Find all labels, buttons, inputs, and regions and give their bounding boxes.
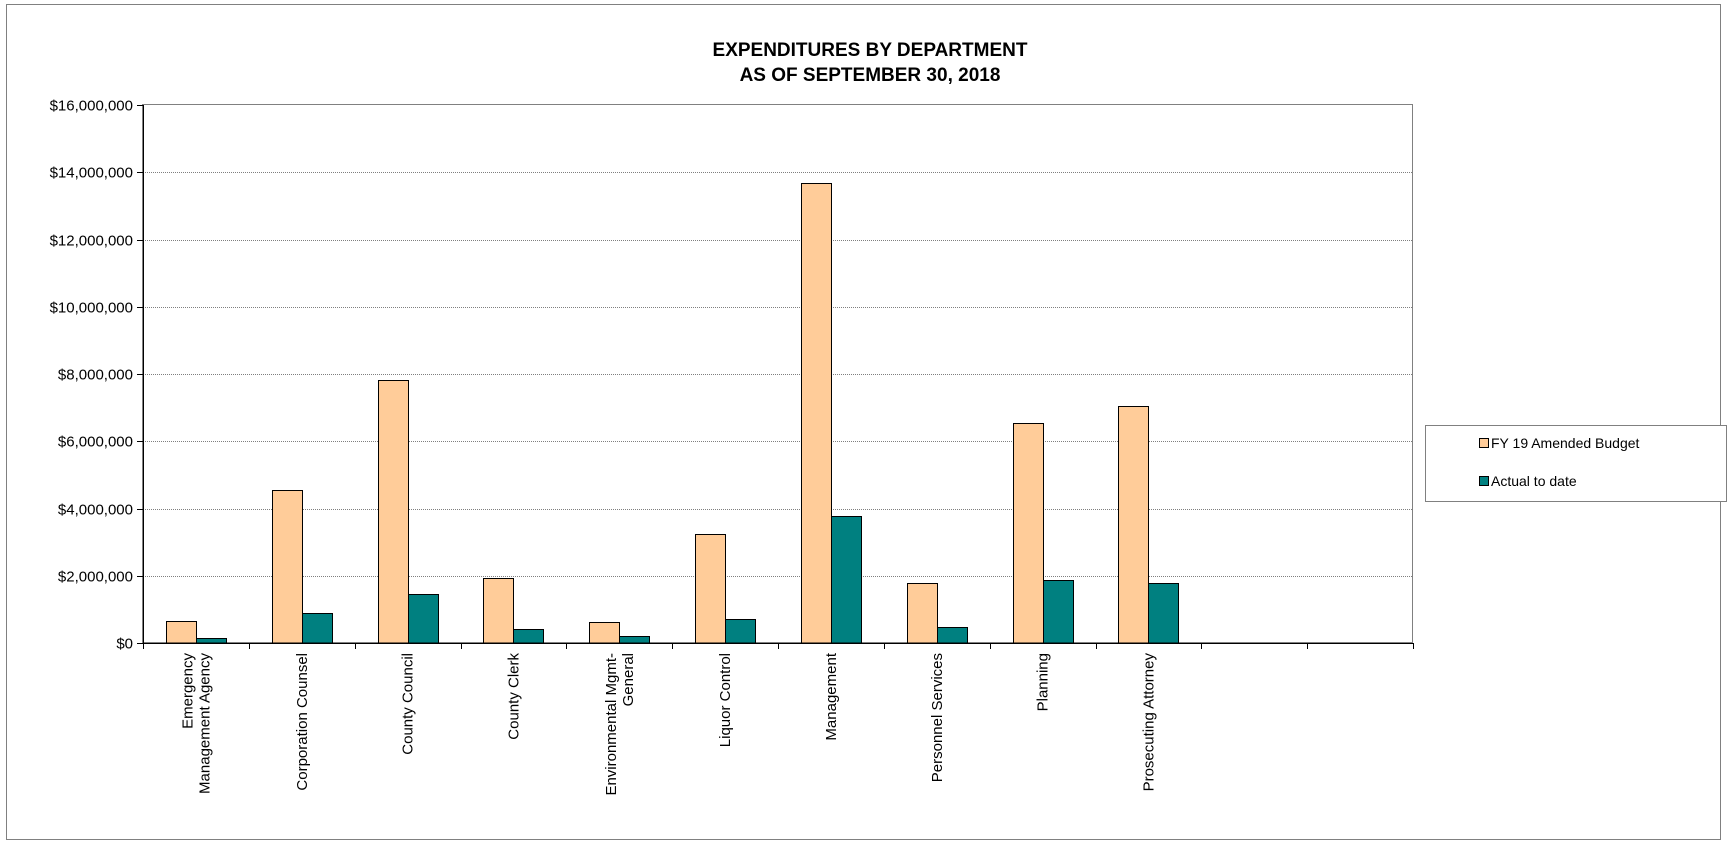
y-tick-label: $10,000,000 — [50, 300, 133, 317]
bar-actual — [1043, 580, 1074, 644]
legend: FY 19 Amended Budget Actual to date — [1425, 425, 1727, 502]
y-tick-label: $16,000,000 — [50, 98, 133, 115]
bar-budget — [1118, 406, 1149, 644]
y-tick-label: $12,000,000 — [50, 233, 133, 250]
chart-title: EXPENDITURES BY DEPARTMENT — [713, 40, 1028, 61]
y-tick-label: $6,000,000 — [58, 434, 133, 451]
bar-actual — [937, 627, 968, 644]
plot-area-border — [142, 104, 1413, 643]
y-tick-labels: $0 $2,000,000 $4,000,000 $6,000,000 $8,000,0… — [50, 98, 133, 653]
bar-actual — [302, 613, 333, 644]
bar-budget — [272, 490, 303, 644]
bar-actual — [831, 516, 862, 644]
bar-actual — [408, 594, 439, 644]
chart-subtitle: AS OF SEPTEMBER 30, 2018 — [740, 65, 1001, 86]
legend-label-actual: Actual to date — [1491, 473, 1577, 489]
y-tick-label: $0 — [116, 636, 133, 653]
category-label: Planning — [1035, 653, 1052, 711]
bar-budget — [378, 380, 409, 644]
bar-actual — [1148, 583, 1179, 644]
bar-actual — [725, 619, 756, 644]
bar-budget — [166, 621, 197, 644]
legend-box — [1425, 425, 1727, 502]
category-label: Personnel Services — [929, 653, 946, 782]
category-label: Environmental Mgmt-General — [603, 653, 637, 796]
y-tick-label: $2,000,000 — [58, 569, 133, 586]
bar-actual — [619, 636, 650, 644]
legend-swatch-actual — [1479, 476, 1489, 486]
bar-budget — [801, 183, 832, 644]
bar-budget — [589, 622, 620, 644]
category-label: County Council — [400, 653, 417, 755]
legend-label-budget: FY 19 Amended Budget — [1491, 435, 1640, 451]
category-label: EmergencyManagement Agency — [179, 653, 213, 794]
category-labels: EmergencyManagement Agency Corporation Co… — [179, 652, 1157, 795]
category-label: County Clerk — [505, 653, 522, 740]
y-tick-label: $8,000,000 — [58, 367, 133, 384]
y-tick-label: $14,000,000 — [50, 165, 133, 182]
gridlines — [143, 172, 1413, 577]
chart-area-border — [6, 4, 1721, 840]
bars — [166, 183, 1179, 644]
bar-budget — [907, 583, 938, 644]
y-tick-label: $4,000,000 — [58, 502, 133, 519]
bar-budget — [1013, 423, 1044, 644]
bar-actual — [196, 638, 227, 644]
category-label: Management — [823, 652, 840, 740]
bar-budget — [483, 578, 514, 644]
legend-swatch-budget — [1479, 438, 1489, 448]
category-label: Liquor Control — [717, 653, 734, 747]
category-label: Corporation Counsel — [294, 653, 311, 791]
axes — [137, 105, 1414, 649]
bar-budget — [695, 534, 726, 644]
bar-actual — [513, 629, 544, 644]
category-label: Prosecuting Attorney — [1140, 653, 1157, 792]
